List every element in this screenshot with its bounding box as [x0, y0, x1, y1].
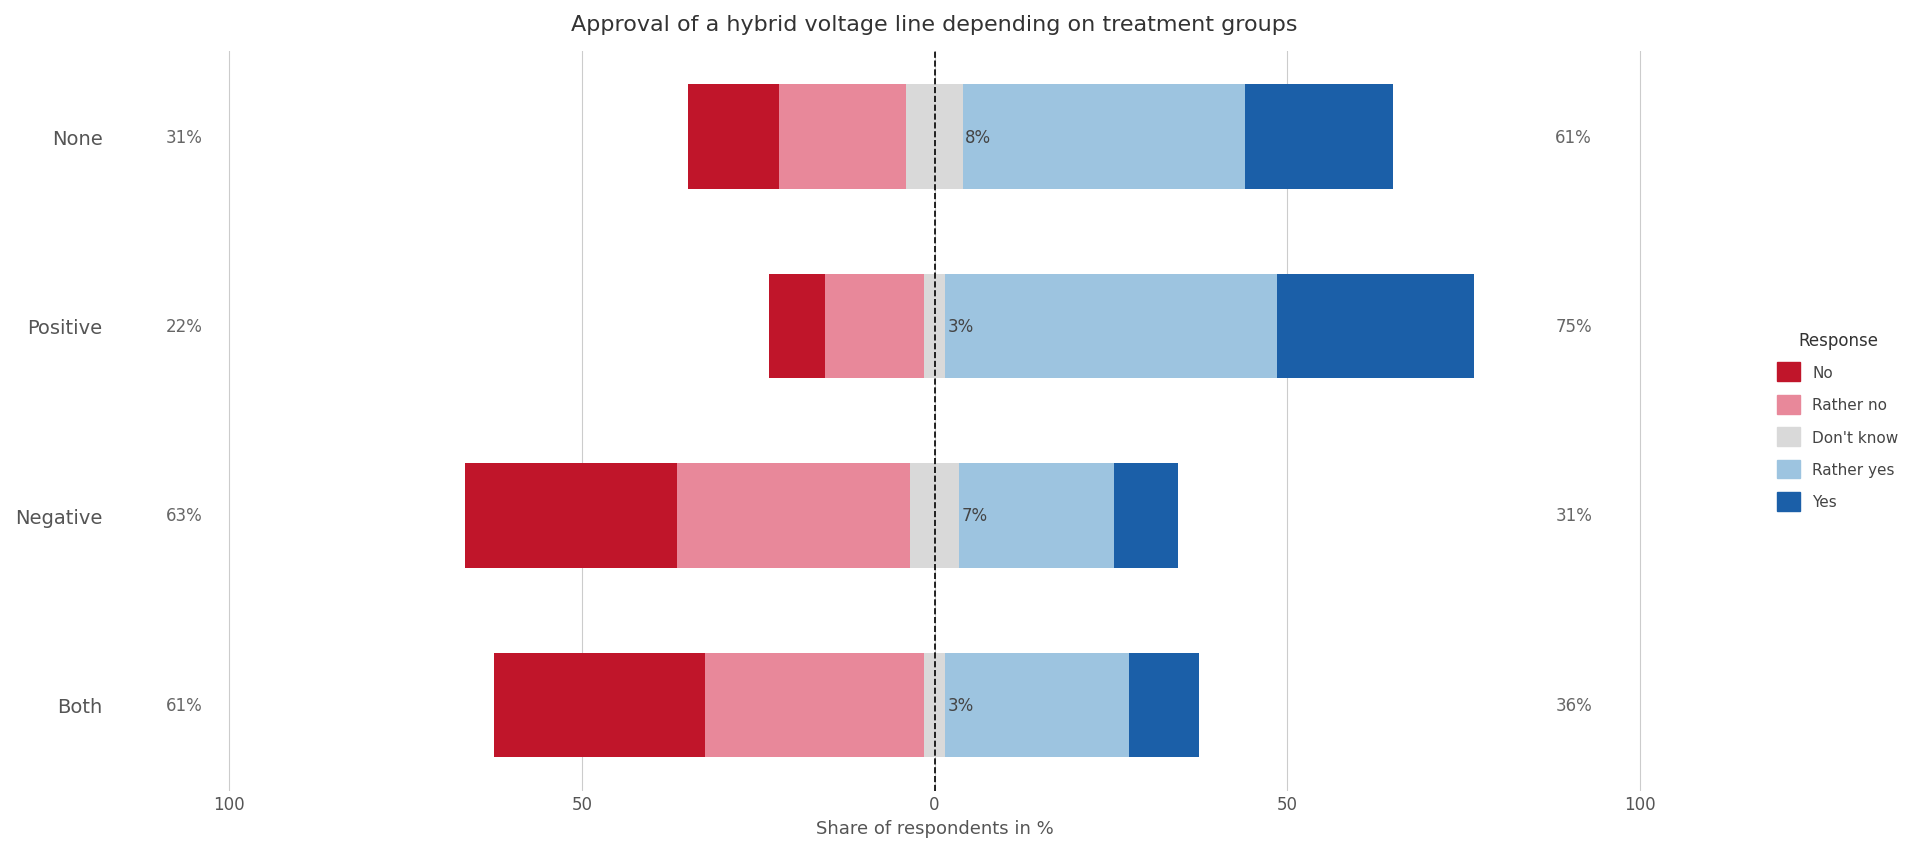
- Bar: [465, 463, 678, 567]
- Bar: [910, 463, 960, 567]
- Bar: [1244, 85, 1394, 189]
- Bar: [906, 85, 962, 189]
- Title: Approval of a hybrid voltage line depending on treatment groups: Approval of a hybrid voltage line depend…: [572, 15, 1298, 35]
- Bar: [826, 274, 924, 378]
- Text: 22%: 22%: [165, 318, 202, 336]
- Bar: [1114, 463, 1177, 567]
- Bar: [945, 274, 1277, 378]
- Text: 31%: 31%: [165, 129, 202, 147]
- Text: 3%: 3%: [947, 696, 973, 714]
- Bar: [705, 653, 924, 757]
- Bar: [768, 274, 826, 378]
- Bar: [687, 85, 780, 189]
- Bar: [1129, 653, 1200, 757]
- X-axis label: Share of respondents in %: Share of respondents in %: [816, 819, 1054, 837]
- Text: 31%: 31%: [1555, 507, 1592, 525]
- Bar: [945, 653, 1129, 757]
- Text: 61%: 61%: [165, 696, 202, 714]
- Bar: [780, 85, 906, 189]
- Legend: No, Rather no, Don't know, Rather yes, Yes: No, Rather no, Don't know, Rather yes, Y…: [1770, 324, 1907, 519]
- Bar: [924, 653, 945, 757]
- Bar: [1277, 274, 1475, 378]
- Text: 7%: 7%: [962, 507, 987, 525]
- Text: 75%: 75%: [1555, 318, 1592, 336]
- Text: 8%: 8%: [966, 129, 991, 147]
- Bar: [678, 463, 910, 567]
- Bar: [924, 274, 945, 378]
- Text: 63%: 63%: [165, 507, 202, 525]
- Bar: [493, 653, 705, 757]
- Text: 3%: 3%: [947, 318, 973, 336]
- Text: 36%: 36%: [1555, 696, 1592, 714]
- Bar: [960, 463, 1114, 567]
- Bar: [962, 85, 1244, 189]
- Text: 61%: 61%: [1555, 129, 1592, 147]
